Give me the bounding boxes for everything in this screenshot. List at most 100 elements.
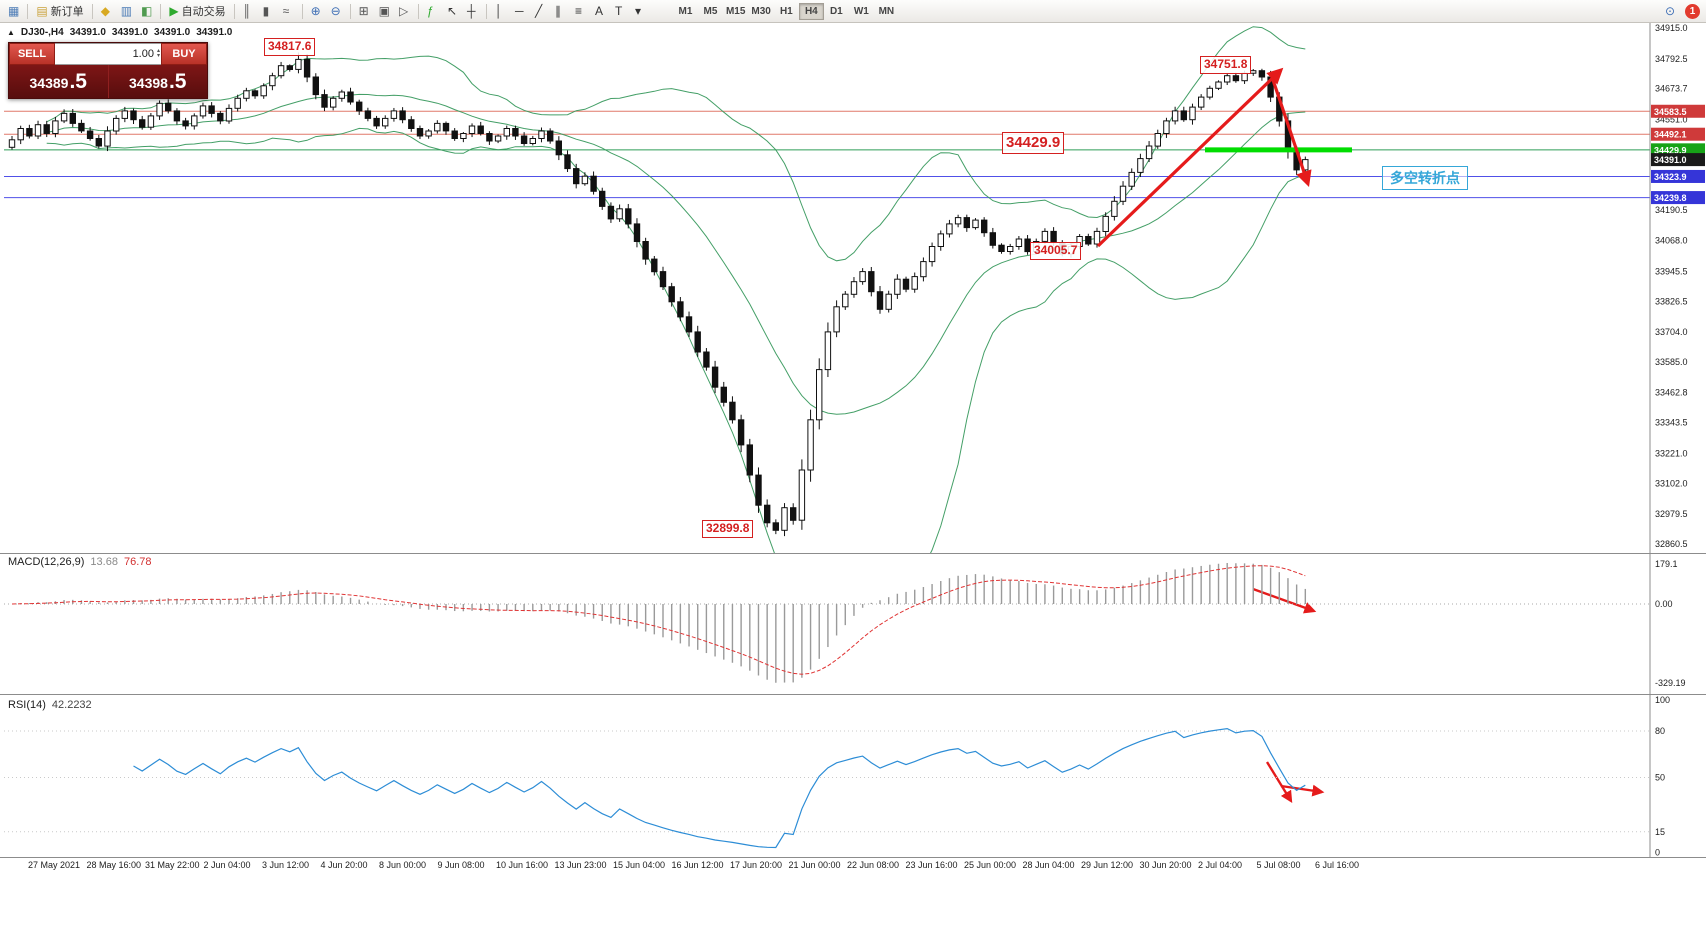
search-icon[interactable]: ⊙ bbox=[1661, 2, 1680, 21]
notifications-badge[interactable]: 1 bbox=[1685, 3, 1700, 19]
symbol-period-label: DJ30-,H4 bbox=[20, 27, 64, 38]
svg-text:34792.5: 34792.5 bbox=[1655, 54, 1688, 64]
chart-shift-icon[interactable]: ▷ bbox=[395, 2, 414, 21]
svg-text:33585.0: 33585.0 bbox=[1655, 357, 1688, 367]
data-window-icon: ▥ bbox=[120, 4, 133, 18]
text-icon: A bbox=[594, 4, 603, 18]
bid-price[interactable]: 34389 .5 bbox=[9, 65, 108, 98]
new-order-button[interactable]: ▤ 新订单 bbox=[32, 2, 87, 21]
indicators-icon: ƒ bbox=[426, 4, 434, 18]
line-chart-icon: ≈ bbox=[282, 4, 290, 18]
market-watch-icon[interactable]: ◆ bbox=[97, 2, 116, 21]
timeframe-m1[interactable]: M1 bbox=[673, 3, 698, 20]
fibonacci-icon[interactable]: ≡ bbox=[571, 2, 590, 21]
auto-trading-label: 自动交易 bbox=[181, 6, 226, 18]
data-window-icon[interactable]: ▥ bbox=[117, 2, 136, 21]
trendline-icon[interactable]: ╱ bbox=[531, 2, 550, 21]
trend-arrow[interactable] bbox=[1280, 784, 1325, 797]
macd-panel: 179.1 0.00 -329.19 bbox=[4, 559, 1686, 688]
timeframe-h1[interactable]: H1 bbox=[774, 3, 799, 20]
text-icon[interactable]: A bbox=[591, 2, 610, 21]
svg-text:4 Jun 20:00: 4 Jun 20:00 bbox=[321, 860, 368, 870]
candlestick-chart-icon[interactable]: ▮ bbox=[259, 2, 278, 21]
shapes-dropdown-icon[interactable]: ▾ bbox=[631, 2, 650, 21]
svg-text:-329.19: -329.19 bbox=[1655, 678, 1686, 688]
trend-arrow[interactable] bbox=[1265, 761, 1293, 804]
svg-text:33945.5: 33945.5 bbox=[1655, 266, 1688, 276]
svg-text:8 Jun 00:00: 8 Jun 00:00 bbox=[379, 860, 426, 870]
bollinger-band-line bbox=[46, 26, 1306, 262]
svg-text:0: 0 bbox=[1655, 848, 1660, 858]
zoom-out-icon[interactable]: ⊖ bbox=[327, 2, 346, 21]
timeframe-group: M1 M5 M15 M30 H1 H4 D1 W1 MN bbox=[673, 2, 899, 20]
trend-arrow[interactable] bbox=[1096, 67, 1284, 248]
new-order-label: 新订单 bbox=[50, 6, 84, 18]
svg-text:29 Jun 12:00: 29 Jun 12:00 bbox=[1081, 860, 1133, 870]
stepper-down-icon[interactable]: ▾ bbox=[156, 53, 160, 59]
price-axis[interactable]: 34915.0 34792.5 34673.7 34551.0 34190.5 34068… bbox=[1651, 23, 1705, 549]
trend-arrow[interactable] bbox=[1269, 73, 1312, 188]
ask-price[interactable]: 34398 .5 bbox=[107, 65, 208, 98]
zoom-in-icon[interactable]: ⊕ bbox=[307, 2, 326, 21]
volume-value: 1.00 bbox=[132, 48, 154, 60]
bar-chart-icon[interactable]: ║ bbox=[239, 2, 258, 21]
volume-stepper-arrows[interactable]: ▴ ▾ bbox=[156, 48, 160, 59]
rsi-value: 42.2232 bbox=[51, 699, 92, 711]
ask-price-main: 34398 bbox=[129, 75, 168, 91]
buy-button[interactable]: BUY bbox=[161, 43, 207, 65]
channel-icon[interactable]: ∥ bbox=[551, 2, 570, 21]
zoom-out-icon: ⊖ bbox=[330, 4, 341, 18]
timeframe-m15[interactable]: M15 bbox=[723, 3, 748, 20]
auto-scroll-icon: ▣ bbox=[378, 4, 390, 18]
new-chart-icon[interactable]: ▦ bbox=[4, 2, 23, 21]
svg-text:2 Jun 04:00: 2 Jun 04:00 bbox=[204, 860, 251, 870]
tile-windows-icon[interactable]: ⊞ bbox=[355, 2, 374, 21]
new-order-icon: ▤ bbox=[36, 4, 48, 18]
timeframe-m30[interactable]: M30 bbox=[748, 3, 773, 20]
open-value: 34391.0 bbox=[69, 27, 106, 38]
toolbar-separator bbox=[301, 3, 303, 19]
svg-text:15: 15 bbox=[1655, 827, 1665, 837]
trend-arrow[interactable] bbox=[1252, 587, 1317, 614]
shapes-dropdown-icon: ▾ bbox=[634, 4, 641, 18]
zoom-in-icon: ⊕ bbox=[310, 4, 321, 18]
volume-stepper[interactable]: 1.00 ▴ ▾ bbox=[55, 43, 161, 65]
pivot-price-label: 34429.9 bbox=[1002, 132, 1065, 154]
timeframe-w1[interactable]: W1 bbox=[849, 3, 874, 20]
text-label-icon[interactable]: T bbox=[611, 2, 630, 21]
svg-text:16 Jun 12:00: 16 Jun 12:00 bbox=[672, 860, 724, 870]
svg-text:34323.9: 34323.9 bbox=[1654, 172, 1687, 182]
crosshair-icon[interactable]: ┼ bbox=[463, 2, 482, 21]
stepper-up-icon[interactable]: ▴ bbox=[156, 48, 160, 54]
swing-high-label-2: 34751.8 bbox=[1200, 56, 1252, 74]
one-click-trading-panel: SELL 1.00 ▴ ▾ BUY 34389 .5 34398 .5 bbox=[8, 42, 208, 99]
timeframe-mn[interactable]: MN bbox=[874, 3, 899, 20]
major-low-label: 32899.8 bbox=[702, 520, 754, 538]
market-watch-icon: ◆ bbox=[100, 4, 110, 18]
line-chart-icon[interactable]: ≈ bbox=[279, 2, 298, 21]
timeframe-m5[interactable]: M5 bbox=[698, 3, 723, 20]
macd-label: MACD(12,26,9) 13.68 76.78 bbox=[8, 556, 151, 568]
auto-scroll-icon[interactable]: ▣ bbox=[375, 2, 394, 21]
svg-text:21 Jun 00:00: 21 Jun 00:00 bbox=[789, 860, 841, 870]
toolbar-separator bbox=[91, 3, 93, 19]
svg-text:100: 100 bbox=[1655, 695, 1670, 705]
svg-text:13 Jun 23:00: 13 Jun 23:00 bbox=[555, 860, 607, 870]
svg-text:34068.0: 34068.0 bbox=[1655, 236, 1688, 246]
vertical-line-icon[interactable]: │ bbox=[491, 2, 510, 21]
svg-text:33462.8: 33462.8 bbox=[1655, 388, 1688, 398]
svg-text:34915.0: 34915.0 bbox=[1655, 23, 1688, 33]
vertical-line-icon: │ bbox=[494, 4, 503, 18]
navigator-icon[interactable]: ◧ bbox=[137, 2, 156, 21]
svg-text:32860.5: 32860.5 bbox=[1655, 539, 1688, 549]
horizontal-line-icon[interactable]: ─ bbox=[511, 2, 530, 21]
timeframe-h4[interactable]: H4 bbox=[798, 2, 824, 20]
sell-button[interactable]: SELL bbox=[9, 43, 55, 65]
auto-trading-button[interactable]: ▶ 自动交易 bbox=[165, 2, 229, 21]
time-axis[interactable]: 27 May 2021 28 May 16:00 31 May 22:00 2 Jun… bbox=[28, 860, 1359, 870]
collapse-chart-icon[interactable]: ▲ bbox=[7, 28, 15, 37]
indicators-icon[interactable]: ƒ bbox=[423, 2, 442, 21]
timeframe-d1[interactable]: D1 bbox=[824, 3, 849, 20]
cursor-icon[interactable]: ↖ bbox=[443, 2, 462, 21]
